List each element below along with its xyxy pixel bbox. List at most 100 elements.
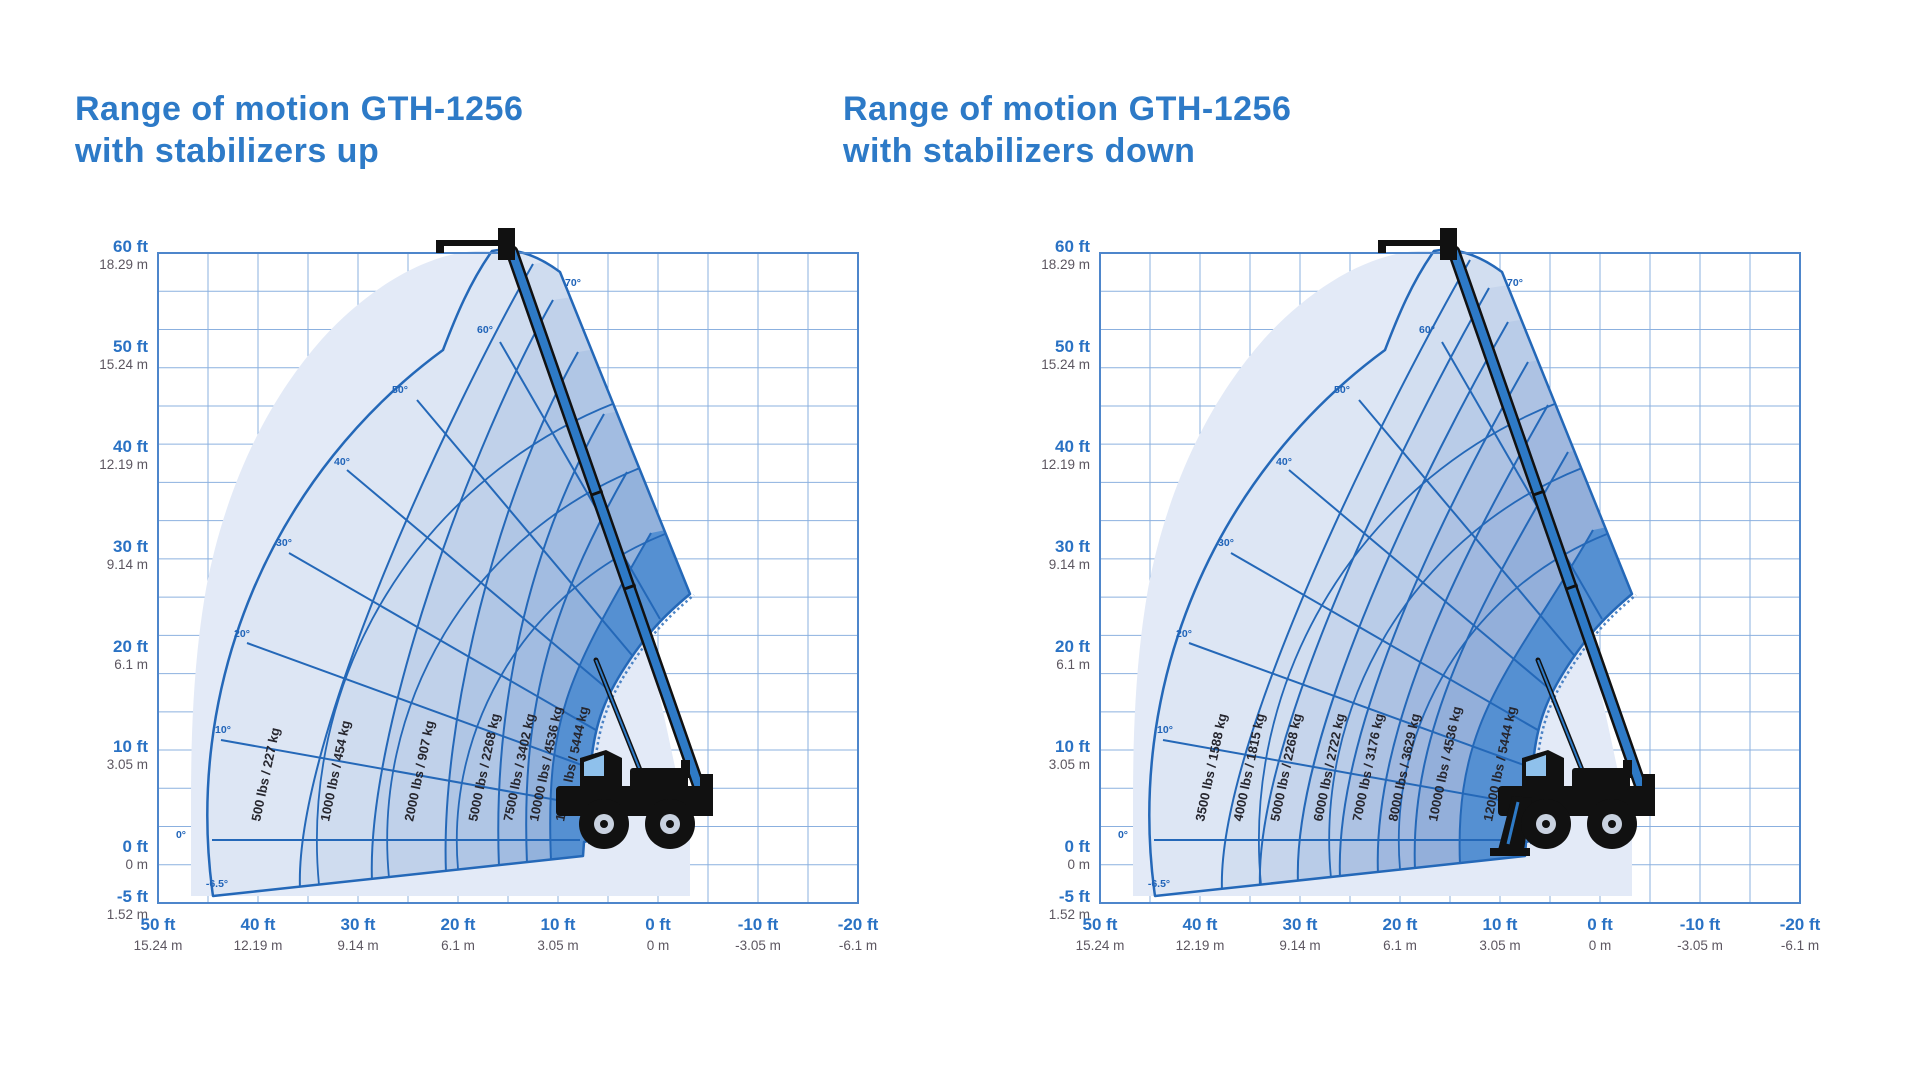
x-axis-tick-meters: 12.19 m [1176,938,1225,953]
y-axis-tick-meters: 0 m [125,857,148,872]
engine-hood [1572,768,1630,790]
x-axis-tick-feet: 40 ft [241,915,276,934]
y-axis-tick-meters: 12.19 m [1041,457,1090,472]
x-axis-tick-meters: -6.1 m [1781,938,1819,953]
fork-tine [1378,240,1444,246]
stabilizer-leg [1498,796,1532,850]
boom-angle-line [499,341,661,620]
boom-angle-line [1230,552,1544,734]
wheel-center [600,820,608,828]
y-axis-tick-meters: 12.19 m [99,457,148,472]
x-axis-tick-feet: 40 ft [1183,915,1218,934]
boom-angle-label: 10° [1157,724,1173,736]
capacity-boundary-line [1338,361,1529,879]
capacity-boundary-line [444,351,579,874]
y-axis-tick-feet: 30 ft [1055,537,1090,556]
boom [1450,248,1646,794]
y-axis-tick-meters: 3.05 m [1049,757,1090,772]
boom-angle-label: 50° [1334,384,1350,396]
capacity-boundary-line [1413,451,1569,871]
y-axis-tick-feet: 50 ft [113,337,148,356]
chart-stabilizers-up: 70°60°50°40°30°20°10°0°-6.5°500 lbs / 22… [99,228,879,953]
chart-stabilizers-down: 70°60°50°40°30°20°10°0°-6.5°3500 lbs / 1… [1041,228,1821,953]
boom-angle-line [246,642,591,769]
cab-window [584,755,604,776]
x-axis-tick-meters: -3.05 m [735,938,781,953]
boom-joint [590,489,604,497]
y-axis-tick-feet: 50 ft [1055,337,1090,356]
y-axis-tick-meters: 9.14 m [107,557,148,572]
boom-angle-label: 20° [1176,628,1192,640]
capacity-boundary-line [1296,321,1509,884]
x-axis-tick-meters: 6.1 m [1383,938,1417,953]
boom-angle-line [416,399,637,661]
x-axis-tick-feet: 30 ft [341,915,376,934]
fan-outline [1148,248,1634,898]
boom-angle-line [1188,642,1533,769]
boom-angle-line [1162,739,1528,806]
boom-joint [623,583,637,591]
x-axis-tick-meters: 6.1 m [441,938,475,953]
y-axis-tick-feet: 0 ft [123,837,149,856]
boom-angle-line [1288,469,1560,698]
fork-tip [436,240,444,253]
boom-angle-label: -6.5° [1148,878,1170,890]
y-axis-tick-feet: -5 ft [1059,887,1091,906]
y-axis-tick-meters: 1.52 m [1049,907,1090,922]
y-axis-tick-meters: 18.29 m [1041,257,1090,272]
y-axis-tick-feet: 0 ft [1065,837,1091,856]
capacity-boundary-line [497,413,605,868]
chart-title-line1: Range of motion GTH-1256 [75,90,524,128]
y-axis-tick-meters: 6.1 m [114,657,148,672]
y-axis-tick-meters: 18.29 m [99,257,148,272]
y-axis-tick-feet: 40 ft [113,437,148,456]
fork-tine [436,240,502,246]
counterweight [700,774,713,816]
wheel-center [666,820,674,828]
capacity-boundary-line [1376,404,1549,875]
x-axis-tick-feet: 20 ft [1383,915,1418,934]
boom [508,248,704,794]
x-axis-tick-meters: 3.05 m [1479,938,1520,953]
x-axis-tick-feet: -10 ft [738,915,779,934]
chart-title-line2: with stabilizers down [843,132,1196,170]
boom-angle-line [220,739,586,806]
boom-angle-label: 40° [1276,456,1292,468]
boom-joint [1532,489,1546,497]
x-axis-tick-feet: 0 ft [1587,915,1613,934]
boom-angle-label: 0° [176,829,186,841]
boom-angle-label: 70° [1507,277,1523,289]
x-axis-tick-meters: 9.14 m [1279,938,1320,953]
x-axis-tick-meters: 9.14 m [337,938,378,953]
x-axis-tick-meters: 0 m [1589,938,1612,953]
y-axis-tick-feet: 20 ft [1055,637,1090,656]
boom-angle-label: 50° [392,384,408,396]
x-axis-tick-feet: 20 ft [441,915,476,934]
boom-extension-arc [386,467,641,879]
y-axis-tick-meters: 1.52 m [107,907,148,922]
y-axis-tick-meters: 6.1 m [1056,657,1090,672]
capacity-boundary-line [525,471,628,865]
fan-outline [206,248,692,898]
boom-angle-label: 20° [234,628,250,640]
boom-extension-arc [1397,533,1608,870]
boom-joint [1565,583,1579,591]
chart-title-line2: with stabilizers up [75,132,380,170]
y-axis-tick-feet: 60 ft [113,237,148,256]
boom-extension-arc [316,402,616,886]
x-axis-tick-meters: -6.1 m [839,938,877,953]
boom-angle-label: 60° [1419,324,1435,336]
y-axis-tick-feet: 10 ft [113,737,148,756]
boom-extension-arc [1258,402,1558,886]
x-axis-tick-feet: 30 ft [1283,915,1318,934]
boom-angle-label: 40° [334,456,350,468]
fork-tip [1378,240,1386,253]
boom-angle-label: 30° [1218,537,1234,549]
x-axis-tick-meters: 3.05 m [537,938,578,953]
y-axis-tick-feet: 60 ft [1055,237,1090,256]
x-axis-tick-feet: -20 ft [1780,915,1821,934]
telehandler-stabilizers-up [436,228,713,849]
capacity-boundary-line [1220,259,1471,892]
fork-carriage [498,228,515,260]
